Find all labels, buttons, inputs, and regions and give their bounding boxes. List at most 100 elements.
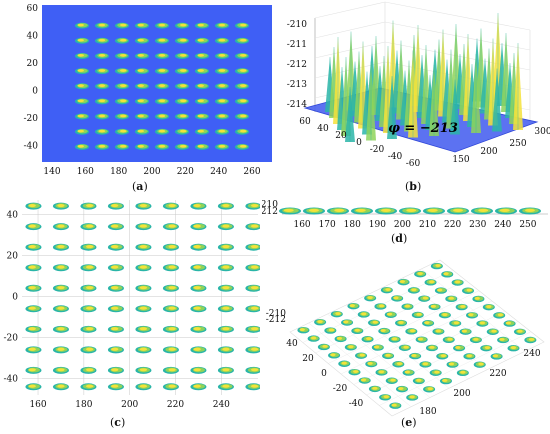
surface-blob [357,311,370,318]
surface-blob [402,369,415,376]
y-tick-label: 0 [32,86,38,96]
heatmap-blob [135,98,149,105]
surface-blob [409,352,422,360]
x-tick-label: 200 [480,147,497,157]
surface-blob [466,312,479,319]
surface-blob [382,352,395,360]
heatmap-blob [95,37,109,44]
heatmap-blob [215,68,229,75]
profile-blob [423,207,445,215]
y-tick-label: 0 [321,369,327,379]
heatmap-blob [75,37,89,44]
profile-blob [447,207,469,215]
x-tick-label: 140 [43,167,60,177]
heatmap-blob [235,52,249,59]
heatmap-blob [215,22,229,29]
scatter-blob [162,366,179,374]
surface-blob [391,295,404,302]
x-tick-label: 300 [534,127,550,137]
surface-blob [459,328,472,335]
profile-blob [495,207,517,215]
scatter-blob [217,325,234,333]
scatter-blob [80,383,97,391]
surface-blob [418,295,431,302]
heatmap-blob [115,143,129,150]
surface-blob [419,361,432,368]
scatter-blob [162,305,179,313]
surface-blob [405,328,418,335]
scatter-blob [217,243,234,251]
heatmap-blob [155,68,169,75]
heatmap-blob [215,143,229,150]
panel-d-chart: -210-212 160 170 180 190 200 210 220 230 240 250 [262,200,548,230]
scatter-blob [162,325,179,333]
surface-blob [365,360,378,368]
surface-blob [524,336,537,344]
heatmap-blob [95,83,109,90]
profile-blob [279,207,301,215]
scatter-blob [190,383,207,391]
panel-b-chart: -210-211-212-213-2141502002503006040200-… [287,1,550,169]
surface-blob [364,294,377,302]
scatter-blob [190,243,207,251]
surface-blob [317,343,330,351]
surface-blob [453,344,466,352]
x-tick-label: 210 [419,220,436,230]
surface-blob [379,394,392,401]
scatter-blob [107,223,124,231]
y-tick-label: 20 [27,59,39,69]
scatter-blob [162,383,179,391]
surface-blob [446,361,459,368]
heatmap-blob [215,113,229,120]
heatmap-blob [135,37,149,44]
profile-blob [471,207,493,215]
scatter-blob [245,243,260,251]
heatmap-blob [75,68,89,75]
heatmap-blob [235,37,249,44]
z-tick-label: -210 [287,20,307,30]
x-tick-label: 240 [213,400,230,410]
surface-blob [428,303,441,311]
surface-blob [469,336,482,344]
heatmap-blob [155,113,169,120]
scatter-blob [52,223,69,231]
scatter-blob [245,305,260,313]
surface-blob [324,327,337,334]
x-tick-label: 240 [494,220,511,230]
surface-blob [422,320,435,327]
scatter-blob [245,264,260,272]
heatmap-blob [115,98,129,105]
caption-e: (e) [401,416,417,429]
z-tick-label: -210 [266,309,286,319]
surface-blob [395,319,408,327]
scatter-blob [245,346,260,354]
heatmap-blob [215,37,229,44]
heatmap-blob [75,52,89,59]
grid-line [421,268,526,352]
surface-blob [503,320,516,327]
surface-blob [368,385,381,393]
scatter-blob [25,223,42,231]
scatter-blob [135,202,152,210]
x-tick-label: 200 [453,389,470,399]
caption-d: (d) [391,232,408,245]
scatter-blob [217,223,234,231]
heatmap-blob [235,22,249,29]
heatmap-blob [215,83,229,90]
x-tick-label: 190 [369,220,386,230]
scatter-blob [135,366,152,374]
scatter-blob [135,383,152,391]
y-tick-label: -40 [349,399,364,409]
scatter-blob [217,346,234,354]
heatmap-blob [235,98,249,105]
surface-blob [397,278,410,286]
y-tick-label: -20 [333,384,348,394]
surface-blob [486,328,499,335]
surface-blob [441,271,454,278]
surface-blob [424,279,437,286]
surface-blob [507,345,520,352]
scatter-blob [190,366,207,374]
scatter-blob [135,346,152,354]
heatmap-blob [115,22,129,29]
scatter-blob [190,223,207,231]
